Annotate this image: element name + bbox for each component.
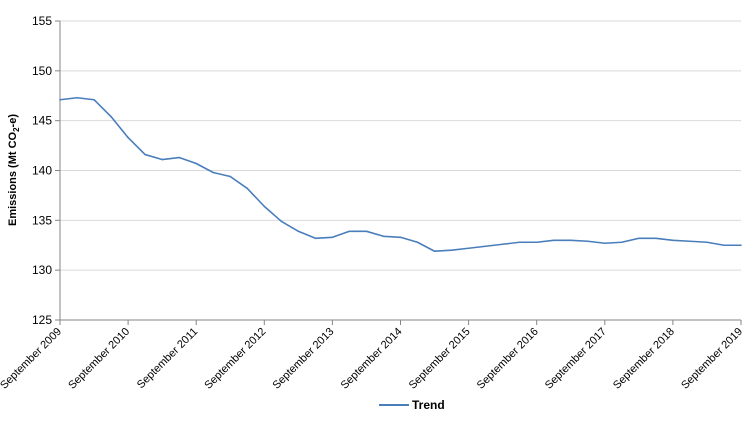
y-axis-ticks: 125 130 135 140 145 150 155 <box>32 14 60 327</box>
x-tick-label: September 2016 <box>475 326 541 392</box>
data-point <box>586 240 589 243</box>
data-point <box>314 237 317 240</box>
data-point <box>246 187 249 190</box>
data-point <box>638 237 640 240</box>
y-tick-label: 125 <box>32 313 52 327</box>
data-point <box>501 243 504 246</box>
data-point <box>655 237 657 240</box>
data-point <box>518 241 521 244</box>
data-point <box>621 241 623 244</box>
y-tick-label: 135 <box>32 213 52 227</box>
data-point <box>127 136 129 139</box>
data-point <box>467 247 470 250</box>
data-point <box>331 236 334 239</box>
data-point <box>399 236 402 239</box>
x-tick-label: September 2015 <box>407 326 473 392</box>
data-point <box>569 239 572 242</box>
data-point <box>604 242 606 245</box>
legend: Trend <box>379 398 445 412</box>
data-point <box>382 235 385 238</box>
x-tick-label: September 2019 <box>679 326 745 392</box>
data-point <box>535 241 538 244</box>
y-tick-label: 145 <box>32 114 52 128</box>
legend-label-trend: Trend <box>412 398 445 412</box>
data-point <box>263 205 266 208</box>
data-point <box>365 230 368 233</box>
data-point <box>706 241 708 244</box>
data-point <box>178 156 180 159</box>
y-tick-label: 155 <box>32 14 52 28</box>
gridlines <box>60 20 741 271</box>
data-point <box>552 239 555 242</box>
x-tick-label: September 2014 <box>339 326 405 392</box>
data-point <box>161 158 163 161</box>
data-point <box>212 171 215 174</box>
data-point <box>195 162 197 165</box>
data-point <box>348 230 351 233</box>
data-point <box>672 239 674 242</box>
x-tick-label: September 2018 <box>611 326 677 392</box>
data-point <box>59 98 61 101</box>
x-axis-ticks: September 2009 September 2010 September 20… <box>0 320 745 392</box>
x-tick-label: September 2013 <box>271 326 337 392</box>
data-point <box>280 220 283 223</box>
data-point <box>297 230 300 233</box>
x-tick-label: September 2012 <box>202 326 268 392</box>
x-tick-label: September 2017 <box>543 326 609 392</box>
data-point <box>433 250 436 253</box>
x-tick-label: September 2009 <box>0 326 64 392</box>
data-point <box>723 244 725 247</box>
data-point <box>229 175 232 178</box>
data-point <box>689 240 691 243</box>
series-trend <box>59 96 742 253</box>
y-tick-label: 130 <box>32 263 52 277</box>
data-point <box>416 241 419 244</box>
data-point <box>144 153 146 156</box>
y-tick-label: 140 <box>32 164 52 178</box>
data-point <box>93 98 95 101</box>
x-tick-label: September 2010 <box>66 326 132 392</box>
data-point <box>110 115 112 118</box>
data-point <box>740 244 742 247</box>
y-axis-label: Emissions (Mt CO2-e) <box>7 114 21 226</box>
data-point <box>450 249 453 252</box>
x-tick-label: September 2011 <box>135 326 200 391</box>
data-point <box>484 245 487 248</box>
data-point <box>76 96 78 99</box>
y-tick-label: 150 <box>32 64 52 78</box>
series-layer <box>59 96 742 253</box>
